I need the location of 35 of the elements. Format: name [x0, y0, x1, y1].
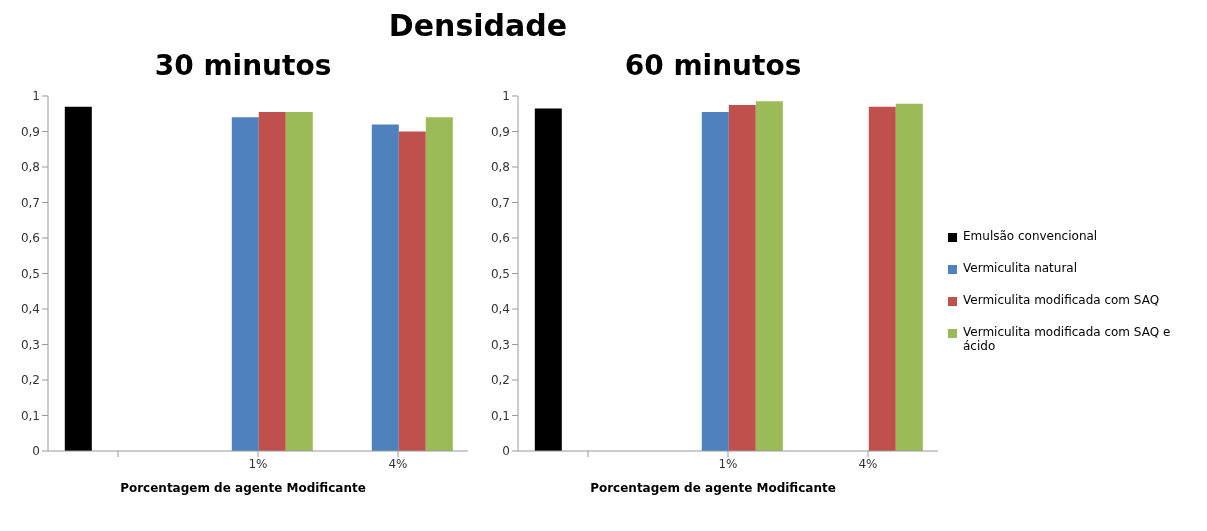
x-tick-label: 1% — [718, 456, 738, 471]
y-tick-label: 0,9 — [20, 124, 40, 139]
y-tick-label: 0,6 — [490, 231, 510, 246]
y-tick-label: 0,3 — [20, 337, 40, 352]
y-tick-label: 0,4 — [490, 302, 510, 317]
y-tick-label: 0,2 — [490, 373, 510, 388]
y-tick-label: 0,8 — [490, 160, 510, 175]
y-tick-label: 0,7 — [20, 195, 40, 210]
x-tick-label: 1% — [248, 456, 268, 471]
chart-title: 60 minutos — [623, 48, 803, 84]
y-tick-label: 1 — [32, 89, 40, 104]
y-tick-label: 0,3 — [490, 337, 510, 352]
y-tick-label: 0,5 — [20, 266, 40, 281]
y-tick-label: 0,1 — [20, 408, 40, 423]
x-axis-title: Porcentagem de agente Modificante — [119, 481, 367, 495]
x-tick-label: 4% — [858, 456, 878, 471]
x-axis-title: Porcentagem de agente Modificante — [589, 481, 837, 495]
legend-label: Vermiculita natural — [963, 260, 1079, 275]
y-tick-label: 0,2 — [20, 373, 40, 388]
text: Densidade — [387, 8, 569, 45]
y-tick-label: 0 — [32, 444, 40, 459]
x-tick-label: 4% — [388, 456, 408, 471]
y-tick-label: 0 — [502, 444, 510, 459]
legend-label: Emulsão convencional — [963, 228, 1099, 243]
y-tick-label: 0,5 — [490, 266, 510, 281]
y-tick-label: 0,9 — [490, 124, 510, 139]
y-tick-label: 0,1 — [490, 408, 510, 423]
legend-label: Vermiculita modificada com SAQ e ácido — [963, 324, 1172, 353]
y-tick-label: 0,7 — [490, 195, 510, 210]
y-tick-label: 0,4 — [20, 302, 40, 317]
y-tick-label: 1 — [502, 89, 510, 104]
legend-label: Vermiculita modificada com SAQ — [963, 292, 1161, 307]
y-tick-label: 0,6 — [20, 231, 40, 246]
chart-title: 30 minutos — [153, 48, 333, 84]
y-tick-label: 0,8 — [20, 160, 40, 175]
